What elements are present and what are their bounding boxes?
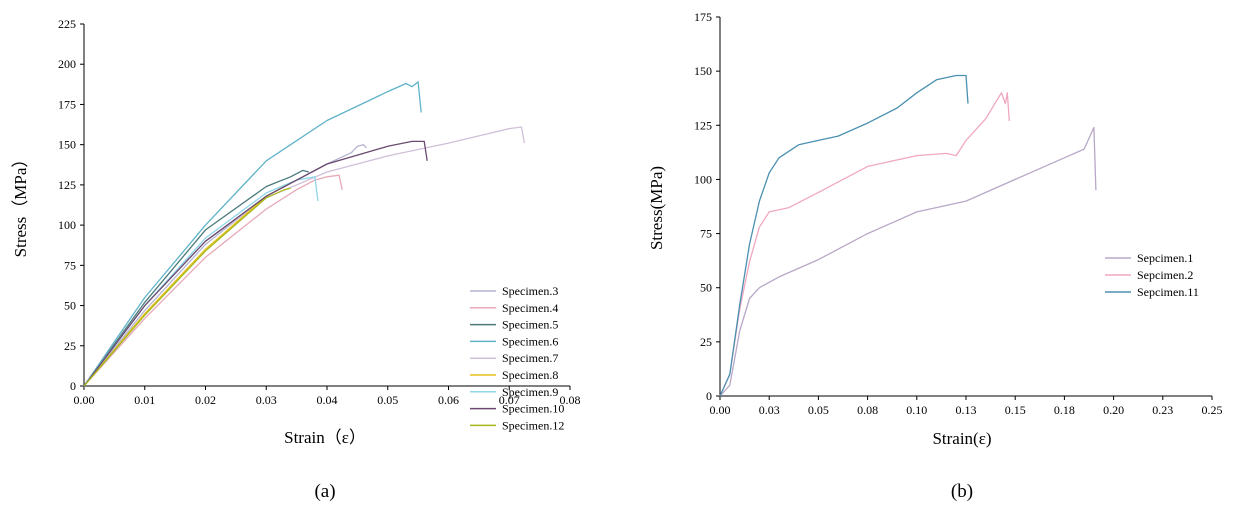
panel-a-y-tick-label: 75 bbox=[64, 258, 76, 272]
panel-b-x-tick-label: 0.23 bbox=[1152, 403, 1173, 417]
panel-a-legend-label: Specimen.7 bbox=[502, 351, 558, 365]
panel-a-series-line-2 bbox=[84, 175, 342, 386]
panel-a-x-tick-label: 0.00 bbox=[74, 393, 95, 407]
panel-a-y-tick-label: 25 bbox=[64, 339, 76, 353]
panel-a-y-tick-label: 125 bbox=[58, 178, 76, 192]
panel-a-legend-label: Specimen.5 bbox=[502, 318, 558, 332]
panel-b-chart: Strain(ε) Stress(MPa) (b) 0.00 0.03 0.05 0.… bbox=[647, 10, 1223, 502]
panel-a-x-tick-label: 0.05 bbox=[377, 393, 398, 407]
panel-a-legend-label: Specimen.12 bbox=[502, 418, 564, 432]
panel-a-legend-label: Specimen.9 bbox=[502, 385, 558, 399]
panel-b-y-tick-label: 175 bbox=[694, 10, 712, 24]
panel-b-y-tick-label: 0 bbox=[706, 389, 712, 403]
panel-b-x-tick-label: 0.15 bbox=[1005, 403, 1026, 417]
panel-b-caption: (b) bbox=[951, 481, 973, 502]
panel-a-y-tick-label: 0 bbox=[70, 379, 76, 393]
panel-a-series-line-8 bbox=[84, 141, 427, 386]
panel-a-y-tick-label: 200 bbox=[58, 57, 76, 71]
panel-b-legend-label: Sepcimen.1 bbox=[1137, 251, 1193, 265]
panel-a-legend-label: Specimen.4 bbox=[502, 301, 558, 315]
panel-b-y-tick-label: 75 bbox=[700, 227, 712, 241]
panel-b-series-line-2 bbox=[720, 93, 1009, 396]
panel-a-legend-label: Specimen.3 bbox=[502, 284, 558, 298]
panel-b-x-tick-label: 0.18 bbox=[1054, 403, 1075, 417]
panel-a-series-line-4 bbox=[84, 82, 421, 386]
panel-a-x-tick-label: 0.02 bbox=[195, 393, 216, 407]
panel-a-x-tick-label: 0.06 bbox=[438, 393, 459, 407]
panel-b-x-tick-label: 0.05 bbox=[808, 403, 829, 417]
panel-b-y-tick-label: 125 bbox=[694, 118, 712, 132]
panel-a-x-axis-title: Strain（ε） bbox=[284, 428, 366, 447]
panel-a-y-tick-label: 50 bbox=[64, 299, 76, 313]
panel-a-series-line-1 bbox=[84, 145, 367, 386]
panel-a-x-tick-label: 0.04 bbox=[317, 393, 338, 407]
panel-b-legend-label: Sepcimen.11 bbox=[1137, 285, 1199, 299]
panel-b-x-tick-label: 0.08 bbox=[857, 403, 878, 417]
panel-b-y-tick-label: 25 bbox=[700, 335, 712, 349]
panel-a-y-tick-label: 100 bbox=[58, 218, 76, 232]
panel-a-y-tick-label: 225 bbox=[58, 17, 76, 31]
panel-b-x-tick-label: 0.13 bbox=[956, 403, 977, 417]
panel-a-chart: Strain（ε） Stress（MPa） (a) 0.00 0.01 0.02 0.… bbox=[11, 17, 581, 502]
panel-a-y-tick-label: 175 bbox=[58, 97, 76, 111]
panel-b-y-axis-title: Stress(MPa) bbox=[647, 166, 666, 250]
panel-a-caption: (a) bbox=[314, 481, 335, 502]
panel-b-x-axis-title: Strain(ε) bbox=[932, 429, 991, 448]
panel-a-series-line-7 bbox=[84, 177, 318, 386]
panel-a-x-tick-label: 0.03 bbox=[256, 393, 277, 407]
panel-a-x-tick-label: 0.01 bbox=[134, 393, 155, 407]
panel-b-x-tick-label: 0.10 bbox=[906, 403, 927, 417]
panel-a-y-axis-title: Stress（MPa） bbox=[11, 151, 30, 258]
panel-b-x-tick-label: 0.03 bbox=[759, 403, 780, 417]
panel-a-series-line-9 bbox=[84, 188, 291, 386]
panel-b-series-line-1 bbox=[720, 128, 1096, 397]
panel-b-y-tick-label: 50 bbox=[700, 281, 712, 295]
panel-a-legend-label: Specimen.8 bbox=[502, 368, 558, 382]
panel-b-x-tick-label: 0.25 bbox=[1202, 403, 1223, 417]
panel-b-y-tick-label: 100 bbox=[694, 172, 712, 186]
panel-b-x-tick-label: 0.20 bbox=[1103, 403, 1124, 417]
panel-b-x-tick-label: 0.00 bbox=[710, 403, 731, 417]
panel-b-legend-label: Sepcimen.2 bbox=[1137, 268, 1193, 282]
panel-a-legend-label: Specimen.6 bbox=[502, 334, 558, 348]
panel-b-y-tick-label: 150 bbox=[694, 64, 712, 78]
panel-a-legend-label: Specimen.10 bbox=[502, 402, 564, 416]
panel-a-y-tick-label: 150 bbox=[58, 138, 76, 152]
panel-a-series-line-5 bbox=[84, 127, 524, 386]
